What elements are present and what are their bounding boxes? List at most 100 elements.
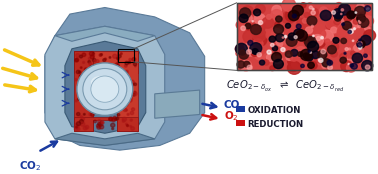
Circle shape — [284, 35, 287, 38]
Circle shape — [303, 35, 313, 45]
Circle shape — [79, 74, 84, 78]
Circle shape — [254, 9, 260, 16]
Circle shape — [288, 33, 296, 40]
Circle shape — [240, 50, 245, 55]
Circle shape — [341, 13, 342, 15]
Circle shape — [355, 12, 357, 13]
Circle shape — [85, 104, 88, 107]
Circle shape — [245, 62, 251, 67]
Circle shape — [117, 62, 119, 64]
Circle shape — [359, 22, 361, 23]
Circle shape — [341, 55, 347, 61]
Circle shape — [269, 36, 276, 42]
Circle shape — [358, 18, 369, 27]
Circle shape — [79, 71, 81, 73]
Circle shape — [274, 56, 282, 64]
Circle shape — [357, 14, 366, 23]
Circle shape — [310, 8, 318, 16]
Circle shape — [83, 74, 85, 76]
Circle shape — [245, 24, 252, 30]
Circle shape — [75, 100, 77, 102]
Circle shape — [99, 125, 104, 129]
Circle shape — [240, 60, 251, 71]
Circle shape — [77, 128, 80, 130]
Circle shape — [104, 71, 107, 74]
Circle shape — [276, 35, 288, 46]
Circle shape — [88, 102, 92, 106]
Circle shape — [311, 25, 313, 27]
Polygon shape — [55, 133, 155, 145]
Circle shape — [340, 57, 346, 63]
Circle shape — [80, 116, 82, 118]
Circle shape — [290, 54, 298, 61]
Circle shape — [308, 37, 314, 42]
Circle shape — [288, 62, 298, 72]
Circle shape — [124, 65, 127, 67]
Circle shape — [75, 125, 79, 129]
Circle shape — [352, 40, 354, 41]
Circle shape — [271, 43, 274, 47]
Circle shape — [328, 65, 332, 70]
Circle shape — [349, 48, 350, 50]
Circle shape — [276, 16, 282, 22]
Circle shape — [342, 23, 344, 26]
Circle shape — [116, 93, 119, 95]
Circle shape — [84, 82, 88, 86]
Circle shape — [325, 39, 330, 44]
Bar — [235, 106, 245, 112]
Circle shape — [266, 31, 276, 40]
Circle shape — [256, 22, 262, 29]
Circle shape — [271, 10, 282, 20]
Circle shape — [89, 72, 92, 74]
Circle shape — [352, 53, 363, 63]
Circle shape — [360, 54, 371, 64]
Circle shape — [349, 12, 355, 18]
Circle shape — [296, 30, 307, 41]
Circle shape — [117, 88, 119, 91]
Circle shape — [308, 50, 310, 52]
Circle shape — [360, 9, 372, 20]
Circle shape — [307, 42, 315, 50]
Circle shape — [359, 39, 361, 41]
Circle shape — [110, 68, 114, 72]
Circle shape — [311, 51, 319, 58]
Circle shape — [99, 122, 103, 126]
Circle shape — [88, 57, 91, 60]
Circle shape — [245, 45, 249, 49]
Circle shape — [254, 46, 264, 56]
Circle shape — [262, 17, 274, 28]
Circle shape — [127, 125, 129, 126]
Circle shape — [286, 54, 293, 60]
Bar — [235, 120, 245, 126]
Circle shape — [245, 23, 251, 29]
Circle shape — [257, 53, 262, 57]
Circle shape — [356, 4, 364, 11]
Circle shape — [342, 24, 354, 35]
Circle shape — [132, 93, 135, 96]
Circle shape — [252, 49, 258, 54]
Circle shape — [245, 15, 252, 21]
Circle shape — [132, 108, 135, 111]
Polygon shape — [55, 26, 155, 41]
Circle shape — [74, 127, 77, 130]
Circle shape — [298, 52, 303, 57]
Circle shape — [134, 83, 136, 86]
Circle shape — [339, 4, 350, 15]
Circle shape — [82, 61, 85, 63]
Polygon shape — [65, 41, 146, 133]
Circle shape — [266, 53, 275, 62]
Circle shape — [272, 5, 281, 14]
Circle shape — [80, 99, 83, 101]
Circle shape — [285, 51, 292, 57]
Circle shape — [350, 64, 353, 67]
Circle shape — [319, 58, 323, 62]
Circle shape — [125, 123, 127, 125]
Circle shape — [346, 59, 352, 65]
Circle shape — [347, 7, 359, 18]
Circle shape — [345, 17, 359, 30]
Circle shape — [122, 103, 125, 106]
Circle shape — [340, 53, 347, 60]
Circle shape — [301, 64, 304, 68]
Circle shape — [90, 89, 93, 92]
Circle shape — [291, 49, 298, 56]
